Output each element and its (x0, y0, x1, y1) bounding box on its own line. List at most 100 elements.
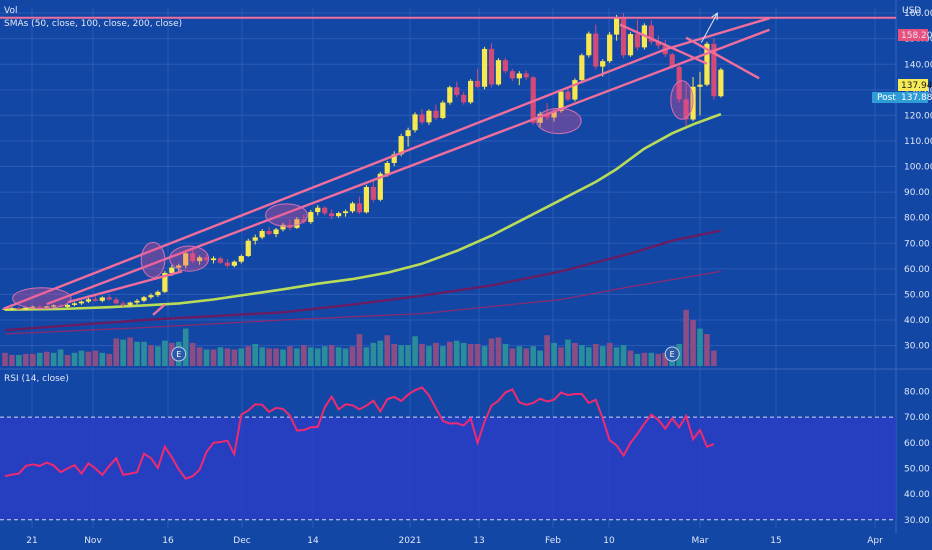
last-price-value: 137.94 (901, 81, 932, 91)
volume-bar (287, 346, 293, 366)
volume-bar (544, 335, 550, 366)
price-tick-label: 70.00 (904, 239, 930, 249)
candle-body (565, 91, 571, 100)
candle-body (454, 87, 460, 95)
candle-body (544, 113, 550, 118)
volume-bar (224, 348, 231, 366)
earnings-marker-label: E (176, 350, 181, 359)
time-axis: 21 Nov 16 Dec 14 2021 13 Feb 10 Mar 15 Apr (26, 536, 883, 546)
candle-body (718, 69, 724, 97)
candle-body (113, 299, 119, 304)
candle-body (523, 73, 529, 78)
candle-body (308, 212, 314, 223)
candle-body (245, 240, 251, 257)
volume-bar (273, 348, 279, 366)
volume-bar (412, 336, 418, 366)
candle-body (356, 203, 363, 213)
volume-bar (217, 347, 224, 366)
sma100-line (4, 229, 722, 332)
volume-bar (704, 334, 710, 366)
candle-body (99, 297, 105, 301)
highlight-ellipse (536, 107, 582, 135)
time-tick-label: 15 (770, 536, 781, 546)
trend-line (619, 23, 708, 65)
volume-bar (57, 349, 64, 366)
highlight-ellipse (169, 245, 210, 272)
currency-label: USD (902, 6, 921, 16)
candle-body (203, 257, 210, 261)
candle-body (468, 80, 474, 103)
trend-line (67, 270, 183, 304)
candle-body (551, 111, 557, 118)
trend-line (46, 28, 770, 306)
volume-bar (148, 345, 154, 366)
highlight-ellipse (265, 203, 308, 227)
volume-bar (266, 348, 272, 366)
volume-bar (127, 337, 133, 366)
time-tick-label: Apr (867, 536, 883, 546)
price-tick-label: 30.00 (904, 342, 930, 352)
volume-bar (189, 342, 196, 366)
candle-body (252, 237, 258, 241)
candle-body (384, 162, 390, 174)
candle-body (412, 114, 418, 131)
price-tick-label: 100.00 (904, 163, 932, 173)
volume-bar (662, 352, 669, 366)
candle-body (231, 261, 237, 266)
line-price-tag-box (898, 29, 928, 41)
volume-bar (530, 346, 536, 366)
candle-body (106, 297, 112, 300)
volume-bar (30, 353, 36, 366)
volume-bar (106, 353, 113, 366)
candle-body (648, 25, 654, 42)
candle-body (120, 303, 126, 305)
candle-body (516, 73, 522, 79)
candle-body (607, 34, 613, 62)
trend-line (685, 36, 760, 80)
rsi-pane (0, 386, 896, 521)
volume-bar (711, 350, 717, 366)
candle-body (217, 258, 224, 263)
volume-bar (259, 347, 265, 366)
price-tick-label: 50.00 (904, 290, 930, 300)
candle-body (329, 213, 335, 217)
rsi-band (0, 417, 896, 520)
volume-bar (328, 345, 335, 366)
candle-body (44, 306, 50, 308)
volume-bar (391, 344, 397, 366)
volume-bar (697, 328, 703, 366)
price-tick-label: 40.00 (904, 316, 930, 326)
volume-bar (64, 355, 71, 366)
volume-bar (634, 353, 641, 366)
volume-bar (683, 309, 689, 366)
volume-bar (162, 340, 168, 366)
candle-body (627, 34, 634, 56)
volume-label: Vol (4, 6, 17, 16)
volume-bar (301, 345, 307, 366)
candle-body (433, 110, 439, 118)
volume-bar (9, 355, 15, 366)
volume-bar (488, 338, 495, 366)
candle-body (509, 71, 515, 79)
candle-body (502, 60, 508, 72)
candle-body (259, 230, 265, 238)
volume-bar (245, 346, 252, 366)
price-tick-label: 160.00 (904, 9, 932, 19)
trend-drawings (0, 12, 896, 316)
price-tick-label: 140.00 (904, 60, 932, 70)
candle-body (342, 211, 349, 214)
volume-bar (440, 346, 446, 366)
volume-bar (648, 352, 655, 366)
volume-bar (572, 342, 578, 366)
candle-body (669, 54, 675, 67)
candle-body (593, 33, 599, 67)
volume-bar (280, 349, 286, 366)
rsi-tick-label: 70.00 (904, 413, 930, 423)
time-tick-label: 21 (26, 536, 37, 546)
candle-body (447, 87, 453, 103)
volume-bar (606, 342, 613, 366)
volume-bar (523, 348, 530, 366)
volume-bar (481, 346, 488, 366)
volume-bar (308, 347, 314, 366)
